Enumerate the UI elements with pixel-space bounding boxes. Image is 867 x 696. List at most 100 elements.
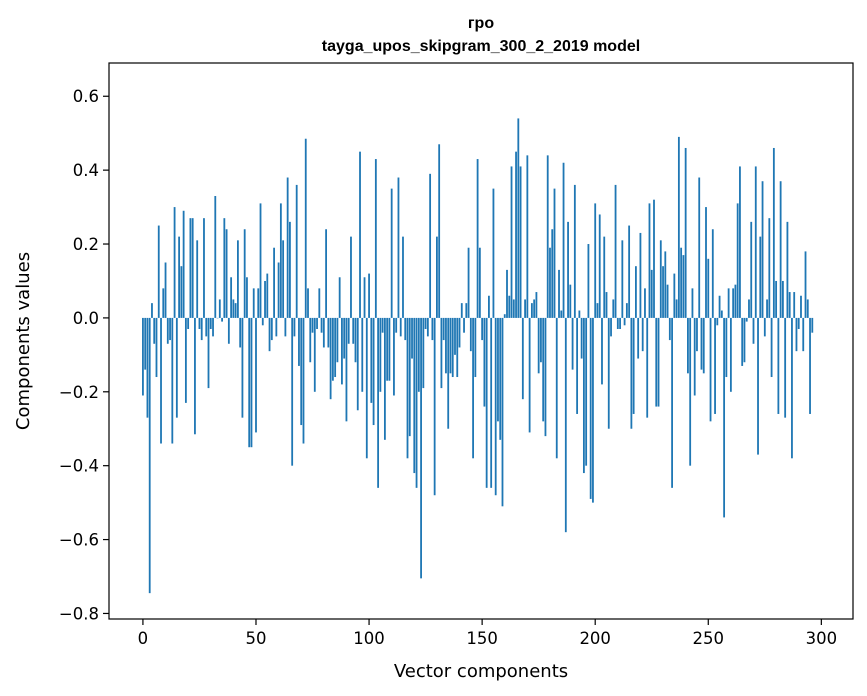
bar-49	[252, 288, 255, 318]
bar-250	[707, 258, 710, 318]
bar-245	[696, 317, 698, 352]
bar-244	[693, 317, 696, 396]
plot-frame	[108, 62, 854, 620]
bar-90	[345, 317, 348, 422]
bar-290	[797, 317, 800, 329]
bar-100	[368, 273, 370, 318]
bar-61	[279, 203, 282, 318]
bar-156	[494, 317, 497, 496]
bar-275	[763, 317, 766, 337]
bar-117	[406, 317, 409, 459]
bar-107	[383, 317, 386, 440]
bar-23	[194, 317, 196, 435]
bar-157	[497, 317, 499, 422]
bar-118	[408, 317, 411, 437]
bar-132	[440, 317, 443, 389]
bar-200	[594, 203, 597, 318]
bar-63	[284, 317, 287, 337]
bar-251	[709, 317, 712, 422]
bar-67	[293, 317, 296, 337]
bar-285	[786, 221, 789, 318]
bar-112	[395, 317, 398, 333]
y-tick-label: −0.8	[59, 604, 99, 623]
bars-group	[142, 118, 814, 594]
bar-123	[420, 317, 422, 579]
bar-87	[338, 277, 341, 318]
bar-113	[397, 177, 400, 318]
bar-231	[664, 251, 667, 318]
bar-163	[510, 166, 513, 318]
bar-52	[259, 203, 262, 318]
y-tick-label: 0.4	[73, 161, 99, 180]
bar-204	[603, 236, 606, 318]
bar-43	[239, 317, 242, 348]
bar-137	[451, 317, 454, 378]
bar-151	[483, 317, 486, 407]
bar-224	[648, 203, 651, 318]
bar-191	[573, 184, 576, 318]
bar-65	[289, 221, 291, 318]
bar-127	[429, 173, 432, 318]
bar-172	[530, 303, 533, 318]
bar-75	[311, 317, 314, 333]
bar-109	[388, 317, 391, 381]
bar-181	[551, 229, 554, 318]
bar-47	[248, 317, 251, 448]
bar-232	[666, 284, 669, 318]
bar-262	[734, 284, 737, 318]
bar-291	[800, 295, 802, 318]
bar-165	[515, 151, 517, 318]
y-axis-ticks: −0.8 −0.6 −0.4 −0.2 0.0 0.2 0.4 0.6	[59, 87, 109, 623]
bar-54	[264, 280, 266, 318]
bar-168	[521, 317, 524, 400]
bar-136	[449, 317, 452, 374]
bar-122	[417, 317, 420, 392]
bar-24	[196, 240, 199, 318]
bar-227	[655, 317, 658, 407]
bar-26	[200, 317, 203, 341]
bar-51	[257, 288, 260, 318]
bar-259	[727, 288, 730, 318]
bar-64	[286, 177, 289, 318]
bar-272	[757, 317, 759, 455]
bar-46	[246, 277, 248, 318]
bar-288	[793, 292, 796, 318]
bar-195	[582, 317, 585, 474]
bar-68	[295, 184, 298, 318]
bar-256	[720, 310, 723, 318]
bar-142	[463, 317, 465, 333]
bar-37	[225, 229, 228, 318]
y-axis-label: Components values	[13, 252, 34, 430]
x-tick-label: 100	[353, 629, 385, 648]
bar-252	[711, 229, 714, 318]
bar-41	[234, 303, 237, 318]
bar-180	[549, 247, 551, 318]
bar-139	[456, 317, 459, 378]
bar-143	[465, 303, 468, 318]
bar-296	[811, 317, 814, 333]
bar-205	[605, 292, 608, 318]
bar-212	[621, 240, 624, 318]
bar-160	[503, 314, 506, 318]
bar-44	[241, 317, 244, 418]
bar-77	[316, 317, 318, 329]
bar-276	[766, 299, 768, 318]
bar-237	[677, 136, 680, 318]
bar-12	[169, 317, 171, 341]
bar-264	[739, 166, 741, 318]
bar-201	[596, 303, 599, 318]
bar-145	[469, 317, 472, 352]
bar-119	[411, 317, 413, 359]
bar-190	[571, 317, 574, 370]
bar-74	[309, 317, 312, 363]
bar-294	[806, 299, 809, 318]
bar-48	[250, 317, 253, 448]
bar-19	[184, 317, 187, 403]
bar-27	[203, 218, 205, 318]
bar-147	[474, 317, 477, 378]
bar-141	[460, 303, 463, 318]
bar-126	[426, 317, 429, 337]
bar-59	[275, 317, 278, 337]
bar-106	[381, 317, 384, 333]
bar-150	[481, 317, 484, 341]
